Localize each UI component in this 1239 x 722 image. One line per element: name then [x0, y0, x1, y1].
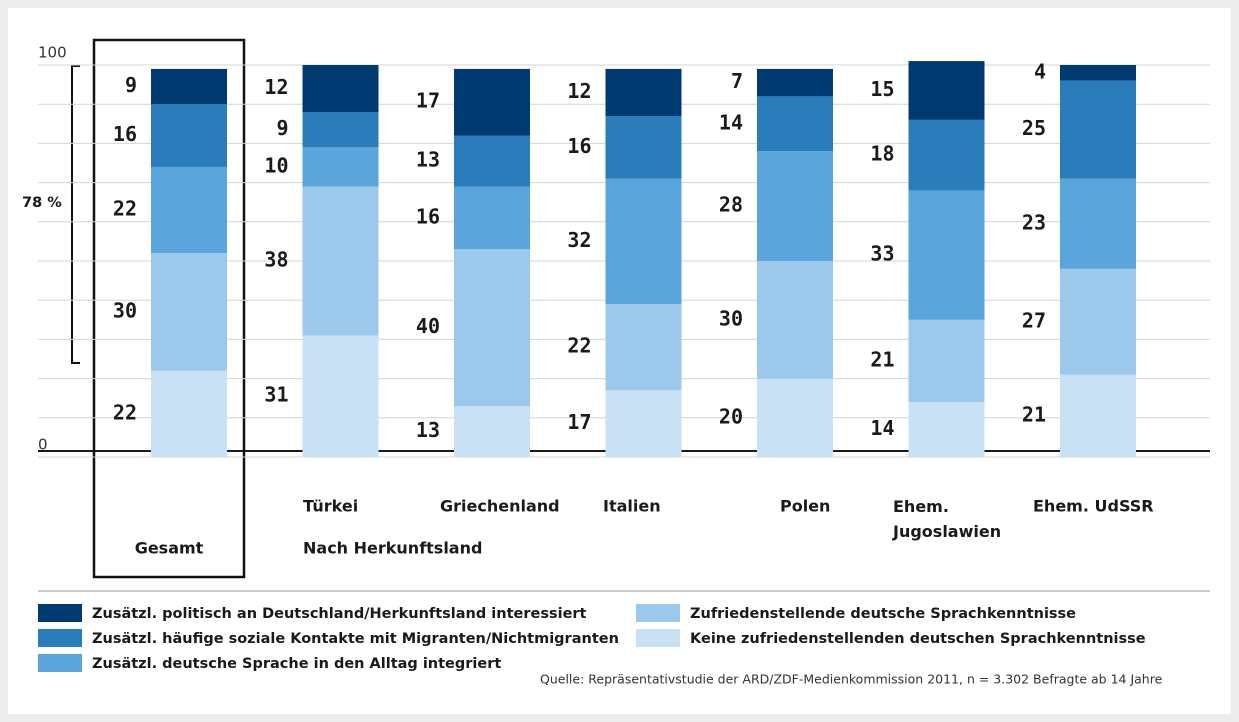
value-label: 31 — [264, 383, 288, 407]
bar-segment — [605, 178, 682, 305]
bar-segment — [1060, 80, 1136, 179]
x-tick-label: Italien — [603, 497, 661, 516]
value-label: 9 — [125, 73, 137, 97]
value-label: 16 — [416, 204, 440, 228]
value-label: 14 — [870, 416, 894, 440]
annotation: 78 % — [22, 195, 62, 211]
bar-segment — [454, 249, 530, 407]
value-label: 40 — [416, 314, 440, 338]
value-label: 22 — [567, 334, 591, 358]
value-label: 9 — [276, 116, 288, 140]
bar-segment — [454, 186, 530, 250]
x-tick-label: Polen — [780, 497, 830, 516]
value-label: 22 — [113, 197, 137, 221]
value-label: 30 — [113, 298, 137, 322]
value-label: 13 — [416, 148, 440, 172]
bar-segment — [454, 135, 530, 187]
x-tick-label: Gesamt — [135, 539, 204, 558]
bar-segment — [1060, 374, 1136, 457]
value-label: 15 — [870, 77, 894, 101]
legend-swatch — [636, 604, 680, 622]
value-label: 4 — [1034, 59, 1046, 83]
legend-swatch — [38, 604, 82, 622]
value-label: 25 — [1022, 116, 1046, 140]
bar-segment — [1060, 268, 1136, 375]
value-label: 14 — [719, 110, 743, 134]
value-label: 17 — [416, 89, 440, 113]
bar-segment — [302, 65, 379, 113]
value-label: 12 — [567, 79, 591, 103]
value-label: 23 — [1022, 210, 1046, 234]
legend-swatch — [636, 629, 680, 647]
bar-segment — [1060, 65, 1136, 81]
value-label: 13 — [416, 418, 440, 442]
value-label: 16 — [113, 122, 137, 146]
bar-segment — [151, 253, 227, 371]
source: Quelle: Repräsentativstudie der ARD/ZDF-… — [540, 672, 1163, 687]
y-tick-label: 0 — [38, 436, 48, 454]
bar-segment — [757, 96, 833, 152]
value-label: 16 — [567, 134, 591, 158]
x-tick-label: Türkei — [303, 497, 358, 516]
bar-segment — [302, 112, 379, 148]
value-label: 17 — [567, 410, 591, 434]
value-label: 7 — [731, 69, 743, 93]
value-label: 12 — [264, 75, 288, 99]
bar-segment — [151, 104, 227, 167]
bar-segment — [908, 319, 985, 403]
bar-segment — [908, 402, 985, 457]
bar-segment — [454, 68, 530, 136]
bar-segment — [302, 147, 379, 187]
bar-segment — [908, 119, 985, 191]
highlight-box — [92, 38, 246, 579]
legend-label: Zusätzl. deutsche Sprache in den Alltag … — [92, 656, 501, 672]
bar-segment — [605, 68, 682, 116]
bar-segment — [1060, 178, 1136, 269]
value-label: 33 — [870, 242, 894, 266]
legend-label: Zufriedenstellende deutsche Sprachkenntn… — [690, 606, 1076, 622]
bar-segment — [908, 190, 985, 320]
x-axis-label: Nach Herkunftsland — [303, 539, 482, 558]
bar-segment — [757, 68, 833, 97]
value-label: 10 — [264, 153, 288, 177]
value-label: 38 — [264, 248, 288, 272]
value-label: 32 — [567, 228, 591, 252]
value-label: 20 — [719, 404, 743, 428]
bar-segment — [605, 390, 682, 457]
value-label: 22 — [113, 400, 137, 424]
value-label: 21 — [870, 347, 894, 371]
bar-segment — [151, 166, 227, 254]
bar-segment — [757, 261, 833, 379]
legend-swatch — [38, 654, 82, 672]
x-tick-label: Griechenland — [440, 497, 560, 516]
bracket — [71, 65, 80, 364]
bar-segment — [908, 61, 985, 120]
bar-segment — [151, 68, 227, 105]
bar-segment — [605, 115, 682, 179]
value-label: 30 — [719, 306, 743, 330]
legend-label: Zusätzl. häufige soziale Kontakte mit Mi… — [92, 631, 619, 647]
x-tick-label: Ehem. Jugoslawien — [892, 497, 1001, 541]
legend-label: Zusätzl. politisch an Deutschland/Herkun… — [92, 606, 587, 622]
value-label: 18 — [870, 142, 894, 166]
legend-swatch — [38, 629, 82, 647]
y-tick-label: 100 — [38, 44, 67, 62]
bar-segment — [454, 406, 530, 457]
value-label: 28 — [719, 193, 743, 217]
bar-segment — [757, 378, 833, 457]
bar-segment — [151, 370, 227, 457]
bar-segment — [757, 151, 833, 261]
value-label: 27 — [1022, 308, 1046, 332]
bar-segment — [302, 186, 379, 336]
x-tick-label: Ehem. UdSSR — [1033, 497, 1154, 516]
legend-label: Keine zufriedenstellenden deutschen Spra… — [690, 631, 1146, 647]
bar-segment — [302, 335, 379, 457]
bar-segment — [605, 304, 682, 391]
value-label: 21 — [1022, 402, 1046, 426]
